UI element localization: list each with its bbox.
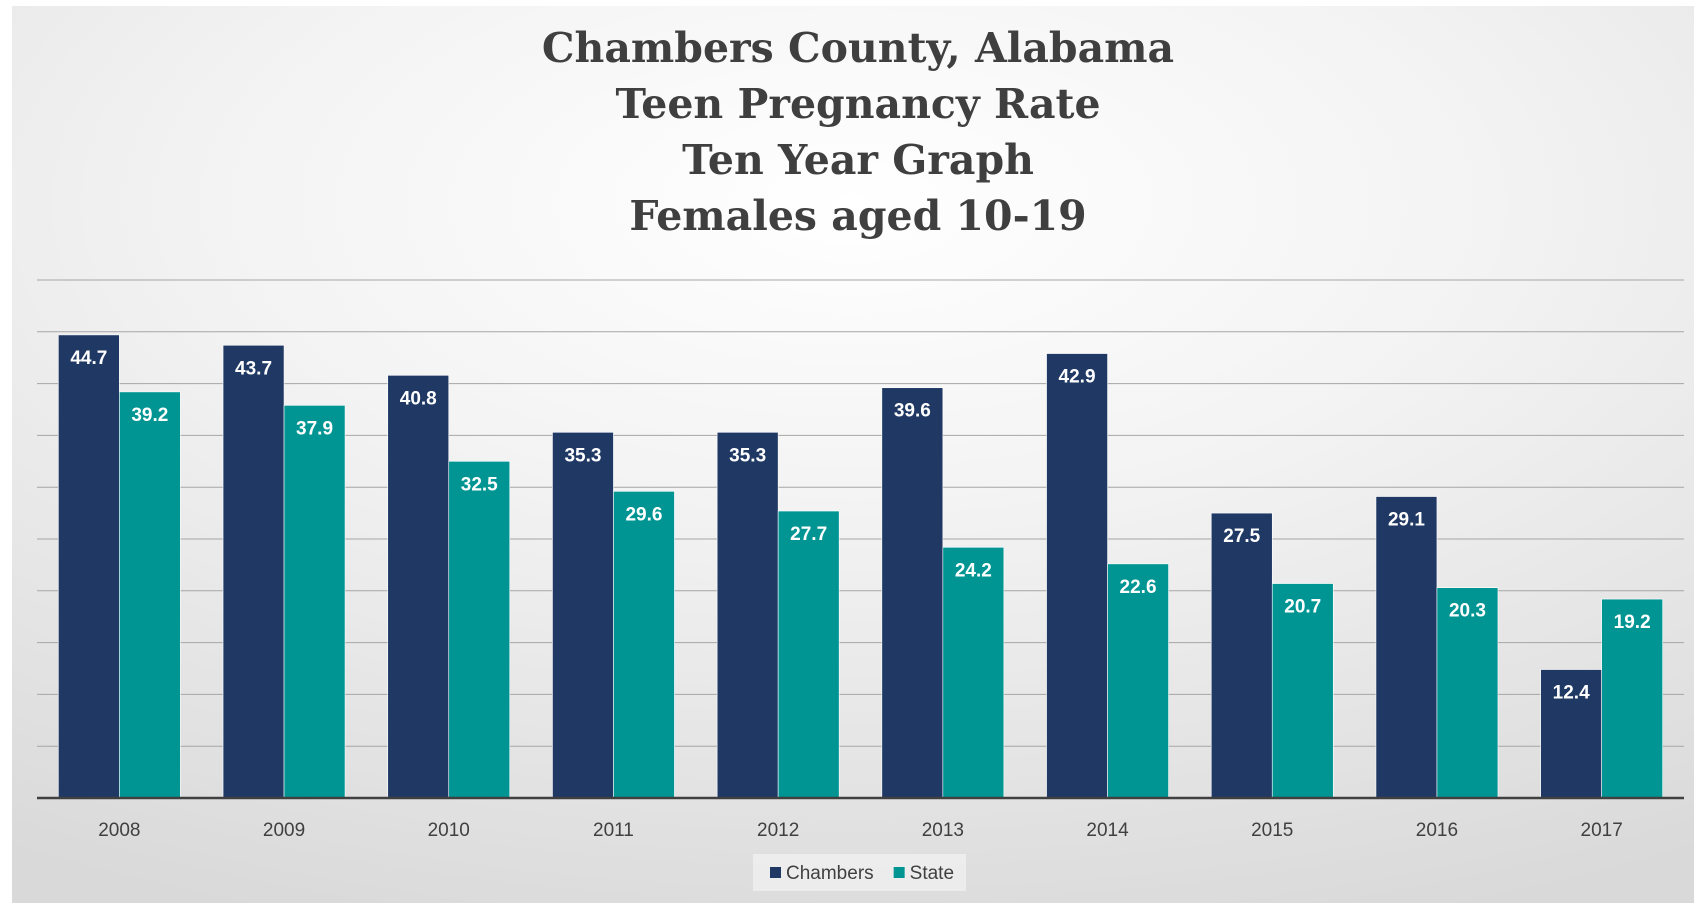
chart-title: Chambers County, Alabama Teen Pregnancy …: [542, 24, 1174, 240]
data-label-state-2012: 27.7: [790, 524, 827, 545]
x-tick-label: 2012: [757, 820, 799, 841]
x-tick-label: 2009: [263, 820, 305, 841]
data-label-chambers-2015: 27.5: [1223, 526, 1260, 547]
legend-box: [753, 854, 966, 891]
x-tick-label: 2017: [1581, 820, 1623, 841]
legend-swatch-chambers: [770, 867, 781, 878]
data-label-chambers-2009: 43.7: [235, 358, 272, 379]
title-line-4: Females aged 10-19: [629, 192, 1086, 240]
data-label-chambers-2012: 35.3: [729, 445, 766, 466]
bar-chambers-2010: [387, 375, 450, 799]
x-tick-label: 2015: [1251, 820, 1293, 841]
x-axis: 2008 2009 2010 2011 2012 2013 2014 2015 2016 2017: [37, 796, 1684, 841]
bar-state-2013: [942, 546, 1005, 799]
data-label-state-2009: 37.9: [296, 418, 333, 439]
data-label-chambers-2013: 39.6: [894, 401, 931, 422]
data-label-chambers-2011: 35.3: [564, 445, 601, 466]
data-label-state-2013: 24.2: [955, 560, 992, 581]
data-label-chambers-2010: 40.8: [400, 388, 437, 409]
x-tick-label: 2016: [1416, 820, 1458, 841]
bar-chambers-2013: [881, 387, 944, 799]
bar-chambers-2011: [552, 431, 614, 799]
legend-label-chambers: Chambers: [786, 863, 874, 884]
bar-state-2011: [613, 491, 675, 799]
legend-swatch-state: [893, 867, 905, 878]
data-label-chambers-2014: 42.9: [1059, 367, 1096, 388]
data-label-state-2014: 22.6: [1120, 577, 1157, 598]
x-tick-label: 2011: [593, 820, 634, 841]
bar-state-2008: [119, 391, 181, 799]
bars: [58, 334, 1663, 799]
bar-chambers-2016: [1375, 496, 1438, 799]
data-label-chambers-2016: 29.1: [1388, 510, 1425, 531]
bar-state-2015: [1271, 583, 1334, 799]
data-label-state-2008: 39.2: [131, 405, 168, 426]
data-label-chambers-2008: 44.7: [70, 348, 107, 369]
legend: Chambers State: [753, 854, 966, 891]
bar-chambers-2014: [1046, 353, 1108, 799]
chart-container: Chambers County, Alabama Teen Pregnancy …: [12, 6, 1694, 903]
x-tick-label: 2008: [98, 820, 140, 841]
data-labels: 44.7 39.2 43.7 37.9 40.8 32.5 35.3 29.6 35.3 27.7…: [70, 348, 1650, 704]
title-line-2: Teen Pregnancy Rate: [615, 80, 1100, 128]
data-label-state-2011: 29.6: [625, 504, 662, 525]
x-tick-label: 2014: [1086, 820, 1129, 841]
data-label-state-2010: 32.5: [461, 474, 498, 495]
title-line-1: Chambers County, Alabama: [542, 24, 1174, 72]
bar-state-2016: [1436, 587, 1499, 799]
title-line-3: Ten Year Graph: [682, 136, 1034, 184]
bar-chambers-2009: [222, 344, 285, 799]
data-label-state-2016: 20.3: [1449, 601, 1486, 622]
bar-state-2010: [448, 460, 511, 799]
bar-chart: Chambers County, Alabama Teen Pregnancy …: [37, 24, 1684, 891]
bar-chambers-2012: [716, 431, 779, 799]
bar-chambers-2015: [1210, 512, 1273, 799]
x-tick-label: 2013: [922, 820, 964, 841]
bar-state-2009: [283, 405, 346, 799]
bar-state-2017: [1601, 598, 1663, 799]
data-label-chambers-2017: 12.4: [1553, 683, 1590, 704]
bar-state-2012: [777, 510, 840, 799]
bar-chambers-2008: [58, 334, 120, 799]
bar-state-2014: [1107, 563, 1169, 799]
data-label-state-2015: 20.7: [1284, 597, 1321, 618]
data-label-state-2017: 19.2: [1614, 612, 1651, 633]
legend-label-state: State: [910, 863, 954, 884]
x-tick-label: 2010: [428, 820, 470, 841]
